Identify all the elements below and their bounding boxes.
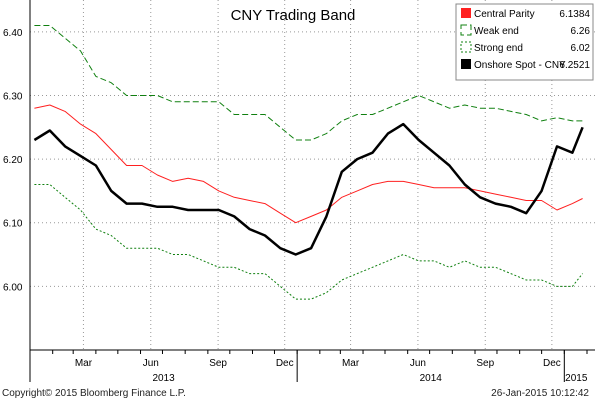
x-tick-label: Dec xyxy=(276,358,294,369)
x-tick-label: Mar xyxy=(75,358,93,369)
legend-swatch xyxy=(460,24,472,36)
x-tick-label: Dec xyxy=(543,358,561,369)
legend-swatch xyxy=(461,59,471,69)
legend-label: Weak end xyxy=(474,26,519,37)
series-line-weak-end xyxy=(34,25,583,141)
y-tick-label: 6.20 xyxy=(3,155,23,166)
legend-label: Strong end xyxy=(474,43,523,54)
x-tick-label: Mar xyxy=(342,358,360,369)
series-line-strong-end xyxy=(34,184,583,300)
year-label: 2015 xyxy=(565,373,588,384)
x-tick-label: Jun xyxy=(410,358,426,369)
legend-value: 6.02 xyxy=(571,43,591,54)
series-line-central-parity xyxy=(34,104,583,224)
y-tick-label: 6.00 xyxy=(3,282,23,293)
y-tick-label: 6.10 xyxy=(3,219,23,230)
legend-swatch xyxy=(461,8,471,18)
legend-label: Central Parity xyxy=(474,9,535,20)
legend-value: 6.26 xyxy=(571,26,591,37)
legend-value: 6.2521 xyxy=(559,60,590,71)
copyright-text: Copyright© 2015 Bloomberg Finance L.P. xyxy=(2,388,186,399)
series-line-onshore-spot-cny xyxy=(33,122,584,256)
y-tick-label: 6.30 xyxy=(3,91,23,102)
legend-box xyxy=(455,3,594,81)
x-tick-label: Jun xyxy=(143,358,159,369)
x-axis: Mar Jun Sep Dec Mar Jun Sep Dec 2013 2014 2015 xyxy=(29,0,595,384)
legend: Central Parity 6.1384 Weak end 6.26 Strong e… xyxy=(455,3,594,81)
chart-title: CNY Trading Band xyxy=(231,7,356,24)
timestamp-text: 26-Jan-2015 10:12:42 xyxy=(491,388,589,399)
x-tick-label: Sep xyxy=(476,358,494,369)
year-label: 2013 xyxy=(152,373,175,384)
legend-value: 6.1384 xyxy=(559,9,590,20)
legend-label: Onshore Spot - CNY xyxy=(474,60,566,71)
legend-swatch xyxy=(460,41,472,53)
y-tick-label: 6.40 xyxy=(3,28,23,39)
year-label: 2014 xyxy=(420,373,443,384)
series-layer xyxy=(33,25,584,300)
y-axis: 6.40 6.30 6.20 6.10 6.00 xyxy=(3,28,23,294)
x-tick-label: Sep xyxy=(209,358,227,369)
